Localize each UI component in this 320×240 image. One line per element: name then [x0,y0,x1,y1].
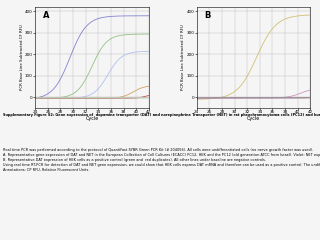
Text: B: B [205,11,211,20]
X-axis label: Cycle: Cycle [85,116,99,121]
Y-axis label: PCR Base Line Subtracted CF RFU: PCR Base Line Subtracted CF RFU [181,25,185,90]
Text: Real time PCR was performed according to the protocol of QuantiFast SYBR Green P: Real time PCR was performed according to… [3,148,320,172]
X-axis label: Cycle: Cycle [247,116,260,121]
Text: A: A [43,11,50,20]
Text: Supplementary Figure S2: Gene expression of  dopamine transporter (DAT) and nore: Supplementary Figure S2: Gene expression… [3,113,320,117]
Y-axis label: PCR Base Line Subtracted CF RFU: PCR Base Line Subtracted CF RFU [20,25,24,90]
